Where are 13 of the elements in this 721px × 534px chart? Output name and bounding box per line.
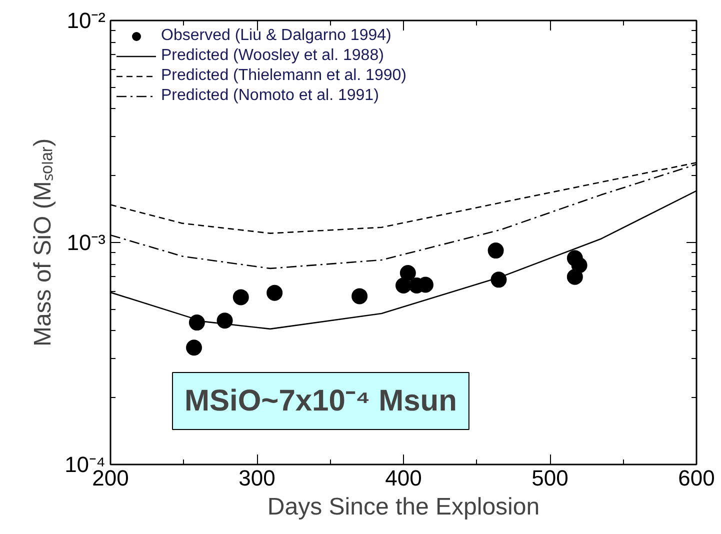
y-axis-title: Mass of SiO (Mₛₒₗₐᵣ) bbox=[30, 138, 57, 347]
legend-label: Observed (Liu & Dalgarno 1994) bbox=[161, 27, 392, 45]
x-tick-label: 300 bbox=[238, 466, 276, 490]
x-tick-label: 600 bbox=[678, 466, 715, 490]
x-axis-title: Days Since the Explosion bbox=[267, 494, 540, 520]
annotation: MSiO~7x10⁻⁴ Msun bbox=[184, 384, 457, 418]
legend-label: Predicted (Woosley et al. 1988) bbox=[161, 47, 384, 65]
y-tick-label: 10⁻² bbox=[66, 8, 106, 33]
y-tick-label: 10⁻³ bbox=[66, 230, 106, 255]
x-tick-label: 400 bbox=[385, 466, 422, 490]
legend-label: Predicted (Thielemann et al. 1990) bbox=[161, 67, 406, 85]
x-tick-label: 500 bbox=[532, 466, 568, 490]
legend-label: Predicted (Nomoto et al. 1991) bbox=[161, 87, 379, 105]
